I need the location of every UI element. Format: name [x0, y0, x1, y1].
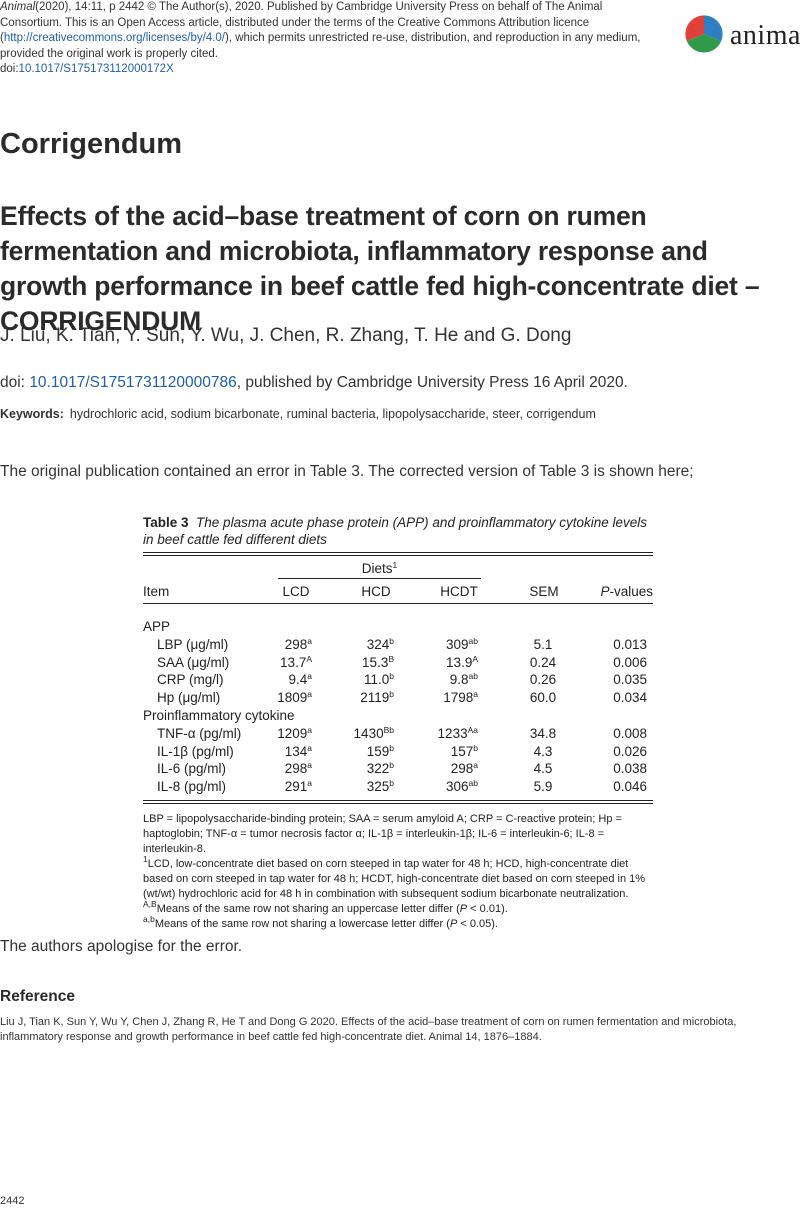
col-header-item: Item: [143, 584, 170, 599]
article-title: Effects of the acid–base treatment of co…: [0, 201, 760, 336]
copyright-text: © The Author(s), 2020. Published by Camb…: [0, 1, 603, 44]
table-row-item: TNF-α (pg/ml): [157, 725, 242, 741]
table-row-item: IL-1β (pg/ml): [157, 743, 234, 759]
table-cell-sem: 4.3: [533, 743, 553, 759]
table-cell-hcd: 322b: [366, 760, 394, 777]
table-bottom-rule: [143, 800, 653, 801]
col-header-sem: SEM: [529, 584, 559, 599]
table-cell-sem: 0.24: [529, 654, 557, 670]
table-cell-lcd: 1809a: [277, 689, 312, 706]
table-cell-lcd: 13.7A: [280, 653, 312, 670]
table-row-item: IL-8 (pg/ml): [157, 779, 227, 795]
table-footnotes: LBP = lipopolysaccharide-binding protein…: [143, 812, 658, 932]
table-cell-p: 0.013: [613, 636, 647, 652]
footnote-abbreviations: LBP = lipopolysaccharide-binding protein…: [143, 813, 622, 855]
journal-meta: (2020), 14:11, p 2442: [35, 1, 145, 13]
table-cell-lcd: 1209a: [277, 724, 312, 741]
doi-link[interactable]: 10.1017/S175173112000172X: [18, 63, 174, 75]
doi-label: doi:: [0, 374, 30, 391]
table-cell-lcd: 298a: [284, 760, 312, 777]
table-cell-lcd: 298a: [284, 635, 312, 652]
doi-prefix: doi:: [0, 63, 19, 75]
table-cell-hcdt: 298a: [450, 760, 478, 777]
col-header-p: P-values: [600, 584, 653, 599]
table-cell-p: 0.008: [613, 725, 647, 741]
keywords-label: Keywords:: [0, 407, 64, 421]
doi-suffix: , published by Cambridge University Pres…: [236, 374, 628, 391]
table-cell-hcdt: 306ab: [446, 778, 478, 795]
table-cell-hcd: 15.3B: [362, 653, 394, 670]
table-cell-p: 0.034: [613, 690, 647, 706]
table-section-header: APP: [143, 619, 171, 634]
table-row-item: Hp (μg/ml): [157, 690, 221, 706]
table-top-rule-2: [143, 555, 653, 556]
diets-rule: [278, 578, 481, 579]
table-cell-sem: 4.5: [533, 761, 553, 777]
logo-icon: [684, 14, 724, 54]
table-cell-hcdt: 1798a: [443, 689, 478, 706]
table-row-item: SAA (μg/ml): [157, 654, 230, 670]
original-doi-link[interactable]: 10.1017/S1751731120000786: [29, 374, 237, 391]
table-cell-hcd: 11.0b: [363, 671, 394, 688]
apology-paragraph: The authors apologise for the error.: [0, 938, 243, 955]
animal-logo: animal: [684, 14, 800, 60]
table-caption: Table 3 The plasma acute phase protein (…: [143, 514, 658, 548]
col-header-lcd: LCD: [282, 584, 310, 599]
logo-text: animal: [730, 20, 800, 51]
col-header-hcd: HCD: [361, 584, 391, 599]
table-cell-sem: 5.1: [533, 636, 553, 652]
journal-name: Animal: [0, 1, 36, 13]
footnote-diets: 1LCD, low-concentrate diet based on corn…: [143, 854, 646, 900]
table-cell-hcd: 1430Bb: [353, 724, 394, 741]
license-link[interactable]: http://creativecommons.org/licenses/by/4…: [3, 32, 225, 44]
table-bottom-rule-2: [143, 803, 653, 804]
footnote-lowercase: a,bMeans of the same row not sharing a l…: [143, 914, 498, 930]
table-cell-lcd: 134a: [284, 742, 312, 759]
table-row-item: LBP (μg/ml): [157, 636, 229, 652]
table-top-rule: [143, 552, 653, 553]
table-cell-hcdt: 9.8ab: [449, 671, 478, 688]
reference-heading: Reference: [0, 988, 75, 1005]
article-type: Corrigendum: [0, 128, 183, 160]
table-row-item: CRP (mg/l): [157, 672, 224, 688]
authors: J. Liu, K. Tian, Y. Sun, Y. Wu, J. Chen,…: [0, 325, 572, 346]
table-cell-p: 0.046: [613, 779, 647, 795]
table-cell-sem: 34.8: [529, 725, 557, 741]
table-label: Table 3: [143, 515, 189, 530]
table-row-item: IL-6 (pg/ml): [157, 761, 227, 777]
table-cell-lcd: 9.4a: [288, 671, 312, 688]
table-cell-p: 0.035: [613, 672, 647, 688]
article-header: Animal(2020), 14:11, p 2442 © The Author…: [0, 0, 650, 78]
table-cell-sem: 0.26: [529, 672, 557, 688]
table-cell-p: 0.006: [613, 654, 647, 670]
col-header-hcdt: HCDT: [440, 584, 478, 599]
table-cell-lcd: 291a: [284, 778, 312, 795]
table-cell-hcdt: 157b: [450, 742, 478, 759]
table-cell-sem: 5.9: [533, 779, 553, 795]
original-doi-line: doi: 10.1017/S1751731120000786, publishe…: [0, 374, 628, 392]
table-cell-hcdt: 13.9A: [446, 653, 478, 670]
keywords-list: hydrochloric acid, sodium bicarbonate, r…: [69, 407, 596, 421]
table-cell-sem: 60.0: [529, 690, 557, 706]
table-cell-p: 0.026: [613, 743, 647, 759]
table-cell-hcdt: 1233Aa: [437, 724, 478, 741]
reference-entry: Liu J, Tian K, Sun Y, Wu Y, Chen J, Zhan…: [0, 1016, 737, 1043]
table-cell-hcd: 2119b: [360, 689, 394, 706]
footnote-uppercase: A,BMeans of the same row not sharing an …: [143, 899, 508, 915]
table-cell-hcd: 324b: [366, 635, 394, 652]
table-cell-hcd: 325b: [366, 778, 394, 795]
table-header-rule: [143, 603, 653, 604]
table-cell-hcdt: 309ab: [446, 635, 478, 652]
intro-paragraph: The original publication contained an er…: [0, 463, 694, 480]
table-caption-text: The plasma acute phase protein (APP) and…: [143, 515, 648, 547]
page-number: 2442: [0, 1195, 25, 1207]
table-cell-p: 0.038: [613, 761, 647, 777]
diets-header: Diets1: [361, 560, 398, 576]
copyright-text-end: ), which permits unrestricted re-use, di…: [0, 32, 641, 60]
keywords: Keywords: hydrochloric acid, sodium bicar…: [0, 407, 596, 421]
table-section-header: Proinflammatory cytokine: [143, 708, 295, 723]
table-cell-hcd: 159b: [366, 742, 394, 759]
